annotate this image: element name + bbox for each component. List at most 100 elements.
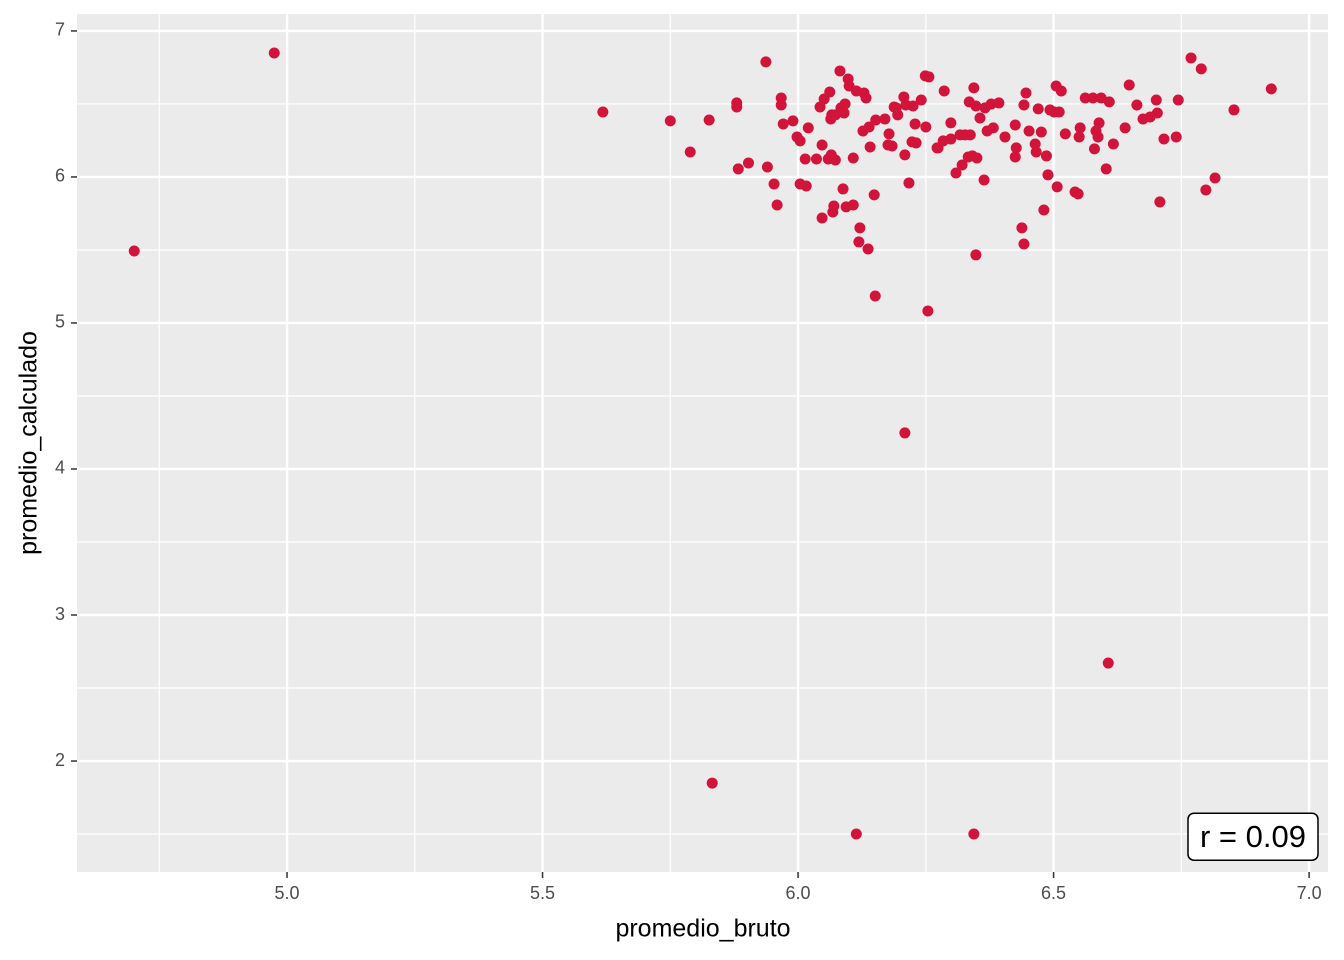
point [664,115,676,127]
point [1265,83,1277,95]
point [970,249,982,261]
point [931,142,943,154]
point [1131,99,1143,111]
point [1102,657,1114,669]
point [964,129,976,141]
point [966,150,978,162]
point [968,828,980,840]
point [945,117,957,129]
point [920,121,932,133]
point [732,163,744,175]
point [768,178,780,190]
point [854,222,866,234]
point [1209,172,1221,184]
point [1100,163,1112,175]
y-tick-label: 7 [55,20,65,40]
point [922,305,934,317]
point [870,114,882,126]
point [703,114,715,126]
point [1032,103,1044,115]
annotation-box [1187,812,1319,861]
y-tick-label: 6 [55,166,65,186]
point [974,112,986,124]
point [794,135,806,147]
point [761,161,773,173]
point [886,140,898,152]
point [816,212,828,224]
point [829,109,841,121]
point [1228,104,1240,116]
point [1018,99,1030,111]
plot-panel [77,14,1328,872]
point [950,167,962,179]
point [597,106,609,118]
point [909,118,921,130]
point [816,139,828,151]
point [128,245,140,257]
point [1053,106,1065,118]
point [1200,184,1212,196]
points [128,47,1277,840]
point [999,131,1011,143]
point [970,100,982,112]
y-tick-label: 3 [55,604,65,624]
point [802,122,814,134]
point [810,153,822,165]
point [1073,131,1085,143]
point [1107,138,1119,150]
point [915,94,927,106]
x-tick-label: 5.0 [275,883,300,903]
point [1090,125,1102,137]
point [1151,107,1163,119]
point [890,102,902,114]
point [834,65,846,77]
point [1040,150,1052,162]
point [1010,142,1022,154]
point [1030,146,1042,158]
point [1009,119,1021,131]
x-tick-label: 5.5 [530,883,555,903]
point [981,125,993,137]
point [1038,204,1050,216]
point [775,92,787,104]
point [910,137,922,149]
point [1119,122,1131,134]
point [923,71,935,83]
point [800,180,812,192]
x-tick-label: 6.0 [786,883,811,903]
point [1154,196,1166,208]
point [1051,181,1063,193]
point [1079,92,1091,104]
point [1044,104,1056,116]
point [883,128,895,140]
point [898,91,910,103]
point [968,82,980,94]
point [847,199,859,211]
point [837,183,849,195]
x-axis-title: promedio_bruto [615,915,790,943]
point [1087,92,1099,104]
point [684,146,696,158]
point [1042,169,1054,181]
point [879,113,891,125]
point [828,200,840,212]
point [799,153,811,165]
point [979,102,991,114]
annotation: r = 0.09 [1200,819,1306,854]
y-tick-label: 4 [55,458,65,478]
point [1123,79,1135,91]
point [742,157,754,169]
point [1035,126,1047,138]
point [760,56,772,68]
point [731,101,743,113]
point [868,189,880,201]
point [869,290,881,302]
y-axis-title: promedio_calculado [15,331,43,555]
point [1074,122,1086,134]
point [864,141,876,153]
point [1055,85,1067,97]
point [954,129,966,141]
point [268,47,280,59]
x-tick-label: 6.5 [1041,883,1066,903]
